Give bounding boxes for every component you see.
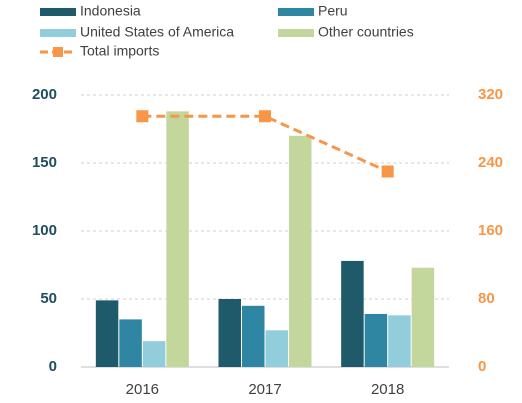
legend-swatch (278, 8, 314, 16)
x-tick-label: 2018 (371, 381, 404, 398)
bar (388, 315, 411, 367)
x-tick-label: 2017 (248, 381, 281, 398)
bar (166, 111, 189, 367)
bar (265, 330, 288, 367)
y2-tick-label: 320 (478, 86, 503, 103)
legend-label: Other countries (318, 24, 414, 40)
legend-label: United States of America (80, 24, 234, 40)
y-tick-label: 200 (32, 86, 57, 103)
bar (95, 300, 119, 367)
bar (341, 260, 364, 367)
bar (364, 313, 388, 367)
line (142, 114, 389, 173)
bar (242, 305, 265, 367)
legend-label: Indonesia (80, 3, 141, 19)
bar (411, 267, 435, 367)
y2-tick-label: 160 (478, 222, 503, 239)
y-tick-label: 150 (32, 154, 57, 171)
legend-swatch (40, 8, 76, 16)
y2-tick-label: 0 (478, 358, 486, 375)
legend-label: Peru (318, 3, 348, 19)
y-tick-label: 50 (40, 290, 57, 307)
legend-swatch (40, 29, 76, 37)
line-marker (136, 110, 149, 123)
bar (142, 341, 166, 367)
y-tick-label: 100 (32, 222, 57, 239)
bar (119, 319, 142, 367)
line-marker (381, 165, 394, 178)
legend-marker (53, 47, 63, 57)
bar (289, 135, 312, 367)
x-tick-label: 2016 (126, 381, 159, 398)
line-marker (259, 110, 271, 123)
bar (218, 299, 241, 367)
y2-tick-label: 80 (478, 290, 495, 307)
y2-tick-label: 240 (478, 154, 503, 171)
y-tick-label: 0 (49, 358, 57, 375)
legend-label: Total imports (80, 43, 159, 59)
legend-swatch (278, 29, 314, 37)
